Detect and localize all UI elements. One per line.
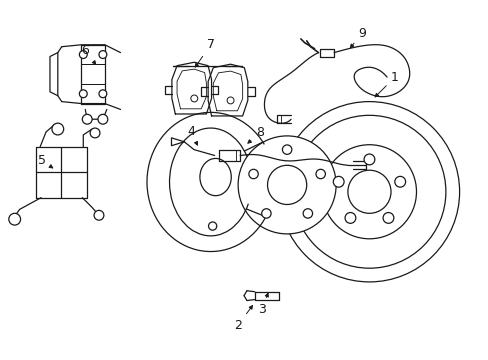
Circle shape	[382, 212, 393, 223]
Circle shape	[98, 114, 107, 124]
Circle shape	[345, 212, 355, 223]
Circle shape	[261, 209, 270, 218]
Text: 6: 6	[81, 44, 96, 64]
Circle shape	[90, 128, 100, 138]
Circle shape	[82, 114, 92, 124]
Circle shape	[79, 90, 87, 98]
Circle shape	[190, 95, 197, 102]
Text: 1: 1	[374, 71, 398, 97]
Circle shape	[238, 136, 335, 234]
Text: 4: 4	[187, 125, 197, 145]
Text: 8: 8	[247, 126, 263, 143]
Circle shape	[208, 222, 216, 230]
Circle shape	[282, 145, 291, 154]
Circle shape	[303, 209, 312, 218]
Circle shape	[322, 145, 416, 239]
Circle shape	[315, 169, 325, 179]
Text: 3: 3	[257, 293, 268, 316]
Text: 5: 5	[38, 154, 53, 168]
Circle shape	[394, 176, 405, 187]
Circle shape	[52, 123, 63, 135]
Circle shape	[292, 115, 445, 268]
Circle shape	[226, 97, 234, 104]
Circle shape	[94, 210, 103, 220]
Text: 2: 2	[234, 306, 252, 332]
Circle shape	[347, 170, 390, 213]
Circle shape	[79, 51, 87, 58]
Circle shape	[333, 176, 344, 187]
Circle shape	[363, 154, 374, 165]
Circle shape	[9, 213, 20, 225]
Text: 9: 9	[349, 27, 366, 48]
Circle shape	[279, 102, 459, 282]
Circle shape	[248, 169, 258, 179]
Circle shape	[99, 90, 106, 98]
Text: 7: 7	[195, 38, 214, 67]
Circle shape	[267, 165, 306, 204]
Circle shape	[99, 51, 106, 58]
